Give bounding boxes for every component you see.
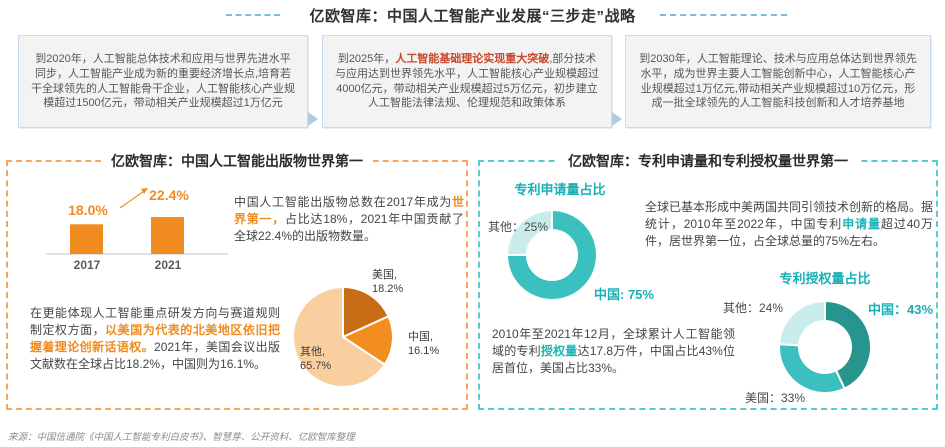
stage-box-2030: 到2030年，人工智能理论、技术与应用总体达到世界领先水平，成为世界主要人工智能…	[625, 35, 931, 128]
pie-label-china-name: 中国,	[408, 331, 434, 343]
patent-application-donut-chart	[506, 209, 598, 301]
patents-panel: 亿欧智库：专利申请量和专利授权量世界第一 专利申请量占比 其他：25% 中国: …	[478, 151, 938, 410]
arrow-right-icon	[612, 112, 622, 126]
slice-中国	[506, 209, 598, 301]
decorative-dash-right	[660, 14, 787, 16]
slice-美国	[342, 286, 390, 338]
patents-paragraph-1: 全球已基本形成中美两国共同引领技术创新的格局。据统计，2010年至2022年，中…	[645, 199, 933, 250]
text-highlight: 以美国为代表的北美地区依旧把握着理论创新话语权。	[30, 323, 280, 354]
text-pre: 到2020年，人工智能总体技术和应用与世界先进水平同步，人工智能产业成为新的重要…	[31, 52, 295, 110]
text-highlight: 申请量	[842, 217, 881, 231]
decorative-dash-left	[226, 14, 280, 16]
stage-box-2020: 到2020年，人工智能总体技术和应用与世界先进水平同步，人工智能产业成为新的重要…	[18, 35, 308, 128]
stage-box-2020-text: 到2020年，人工智能总体技术和应用与世界先进水平同步，人工智能产业成为新的重要…	[30, 52, 296, 111]
page-title: 亿欧智库：中国人工智能产业发展“三步走”战略	[309, 8, 636, 25]
publications-panel: 亿欧智库：中国人工智能出版物世界第一 18.0% 22.4% 2017 2021…	[6, 151, 468, 410]
donut2-label-others: 其他：24%	[723, 301, 784, 315]
donut1-label-china: 中国: 75%	[594, 287, 654, 302]
stage-box-2025: 到2025年，人工智能基础理论实现重大突破,部分技术与应用达到世界领先水平，人工…	[322, 35, 612, 128]
slice-中国	[824, 300, 872, 390]
donut1-label-others: 其他：25%	[488, 220, 549, 234]
text-highlight: 人工智能基础理论实现重大突破	[395, 52, 550, 65]
text-pre: 到2030年，人工智能理论、技术与应用总体达到世界领先水平，成为世界主要人工智能…	[639, 52, 917, 110]
bar-category-2021: 2021	[154, 258, 182, 272]
pie-label-usa: 美国, 18.2%	[372, 268, 403, 296]
stage-box-2030-text: 到2030年，人工智能理论、技术与应用总体达到世界领先水平，成为世界主要人工智能…	[637, 52, 919, 111]
patent-grant-donut-chart	[778, 300, 872, 394]
pie-label-others: 其他, 65.7%	[300, 345, 331, 373]
donut2-label-china: 中国：43%	[868, 302, 934, 317]
text-post: 达17.8万件，中国占比43%位居首位，美国占比33%。	[492, 344, 735, 375]
pie-label-others-value: 65.7%	[300, 360, 332, 372]
publications-panel-title: 亿欧智库：中国人工智能出版物世界第一	[101, 151, 373, 171]
bar-2017	[70, 224, 103, 254]
patents-panel-title: 亿欧智库：专利申请量和专利授权量世界第一	[558, 151, 858, 171]
pie-label-usa-value: 18.2%	[372, 283, 404, 295]
pie-label-china-value: 16.1%	[408, 345, 440, 357]
text-highlight: 授权量	[540, 344, 578, 358]
bar-value-2021: 22.4%	[149, 187, 189, 203]
publications-paragraph-1: 中国人工智能出版物总数在2017年成为世界第一，占比达18%，2021年中国贡献…	[234, 194, 464, 245]
publications-bar-chart	[46, 188, 228, 255]
donut2-label-usa: 美国：33%	[745, 391, 806, 405]
text-pre: 2010年至2021年12月，全球累计人工智能领域的专利	[492, 327, 735, 358]
arrow-right-icon	[308, 112, 318, 126]
source-note: 来源：中国信通院《中国人工智能专利白皮书》、智慧芽、公开资料、亿欧智库整理	[8, 432, 355, 443]
bar-value-2017: 18.0%	[68, 202, 108, 218]
text-post: 占比达18%，2021年中国贡献了全球22.4%的出版物数量。	[234, 212, 464, 243]
patent-application-donut-title: 专利申请量占比	[514, 182, 606, 197]
text-post: ,部分技术与应用达到世界领先水平，人工智能核心产业规模超过4000亿元，带动相关…	[335, 52, 599, 110]
patents-paragraph-2: 2010年至2021年12月，全球累计人工智能领域的专利授权量达17.8万件，中…	[492, 326, 735, 377]
bar-category-2017: 2017	[73, 258, 101, 272]
text-pre: 到2025年，	[337, 52, 396, 65]
text-pre: 全球已基本形成中美两国共同引领技术创新的格局。据统计，2010年至2022年，中…	[645, 200, 934, 231]
slice-其他	[778, 300, 826, 347]
slice-其他	[292, 286, 386, 388]
pie-label-usa-name: 美国,	[372, 269, 398, 281]
text-post: 超过40万件，居世界第一位，占全球总量的75%左右。	[645, 217, 933, 248]
pie-label-others-name: 其他,	[300, 346, 326, 358]
stage-box-2025-text: 到2025年，人工智能基础理论实现重大突破,部分技术与应用达到世界领先水平，人工…	[334, 52, 600, 111]
text-highlight: 世界第一，	[234, 195, 464, 226]
publications-pie-chart	[292, 286, 394, 388]
pie-label-china: 中国, 16.1%	[408, 330, 439, 358]
slice-其他	[506, 209, 553, 256]
text-pre: 在更能体现人工智能重点研发方向与赛道规则制定权方面，	[30, 306, 280, 337]
bar-2021	[151, 217, 184, 254]
text-pre: 中国人工智能出版物总数在2017年成为	[234, 195, 452, 209]
text-post: 2021年，美国会议出版文献数在全球占比18.2%，中国则为16.1%。	[30, 340, 280, 371]
increase-arrow-icon	[119, 188, 148, 209]
publications-paragraph-2: 在更能体现人工智能重点研发方向与赛道规则制定权方面，以美国为代表的北美地区依旧把…	[30, 305, 280, 373]
slice-美国	[778, 343, 846, 394]
patent-grant-donut-title: 专利授权量占比	[779, 271, 871, 286]
